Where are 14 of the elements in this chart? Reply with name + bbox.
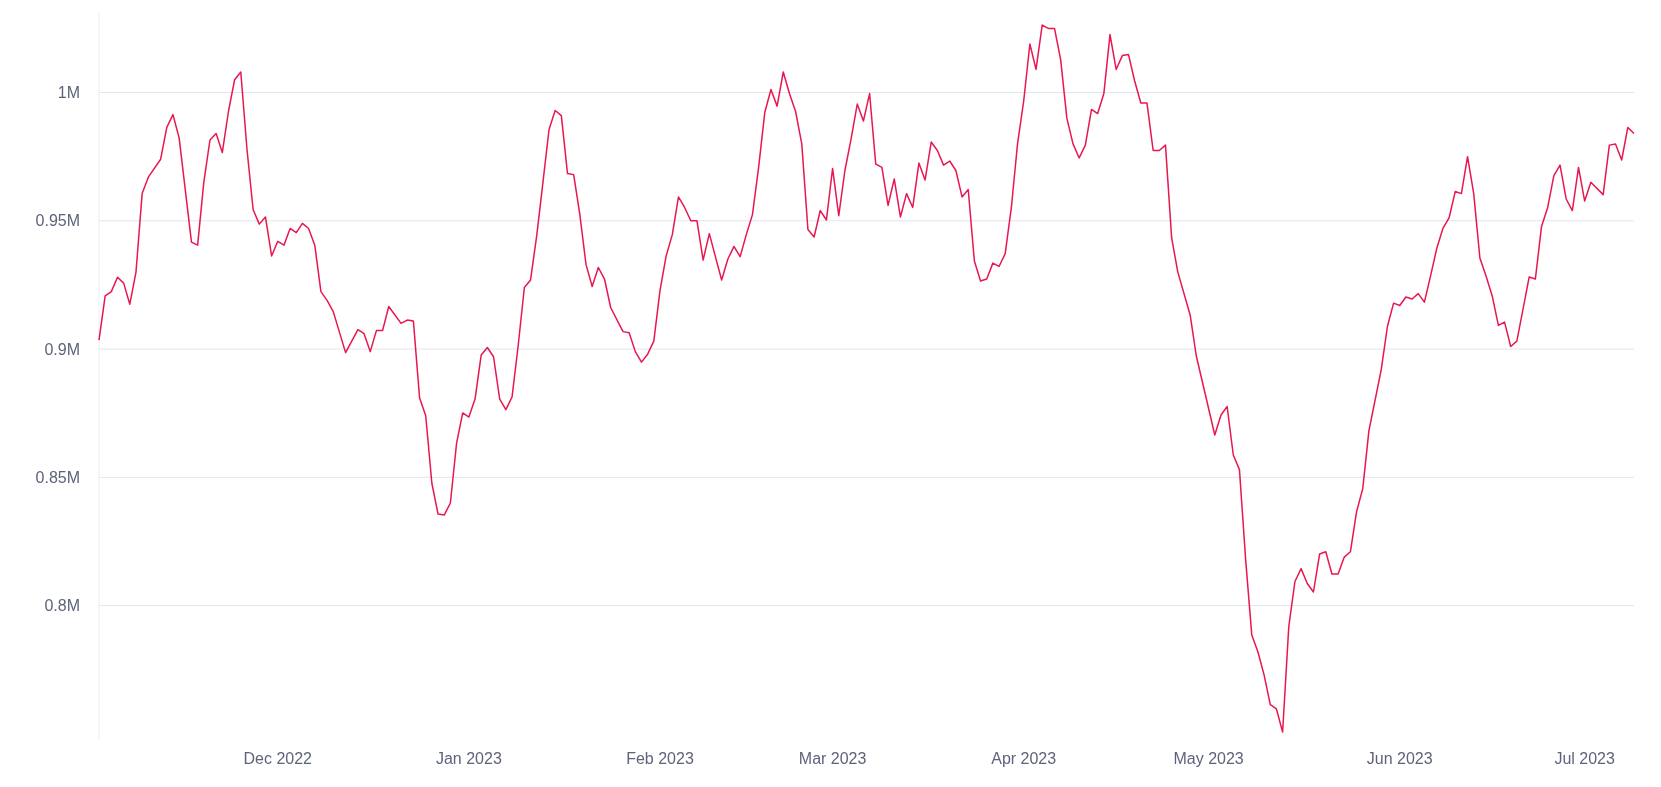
x-tick-label: Apr 2023 [991, 750, 1057, 767]
x-tick-label: Jan 2023 [435, 750, 502, 767]
y-tick-label: 0.8M [44, 597, 80, 615]
line-series [98, 24, 1635, 733]
x-tick-label: Jun 2023 [1366, 750, 1433, 767]
x-tick-label: Jul 2023 [1554, 750, 1616, 767]
y-tick-label: 1M [57, 84, 80, 102]
x-tick-label: Dec 2022 [243, 750, 313, 767]
x-tick-label: Mar 2023 [798, 750, 867, 767]
x-tick-label: Feb 2023 [626, 750, 694, 767]
y-tick-label: 0.9M [44, 340, 80, 358]
y-tick-label: 0.85M [35, 468, 80, 486]
x-tick-label: May 2023 [1173, 750, 1244, 767]
y-tick-label: 0.95M [35, 212, 80, 230]
